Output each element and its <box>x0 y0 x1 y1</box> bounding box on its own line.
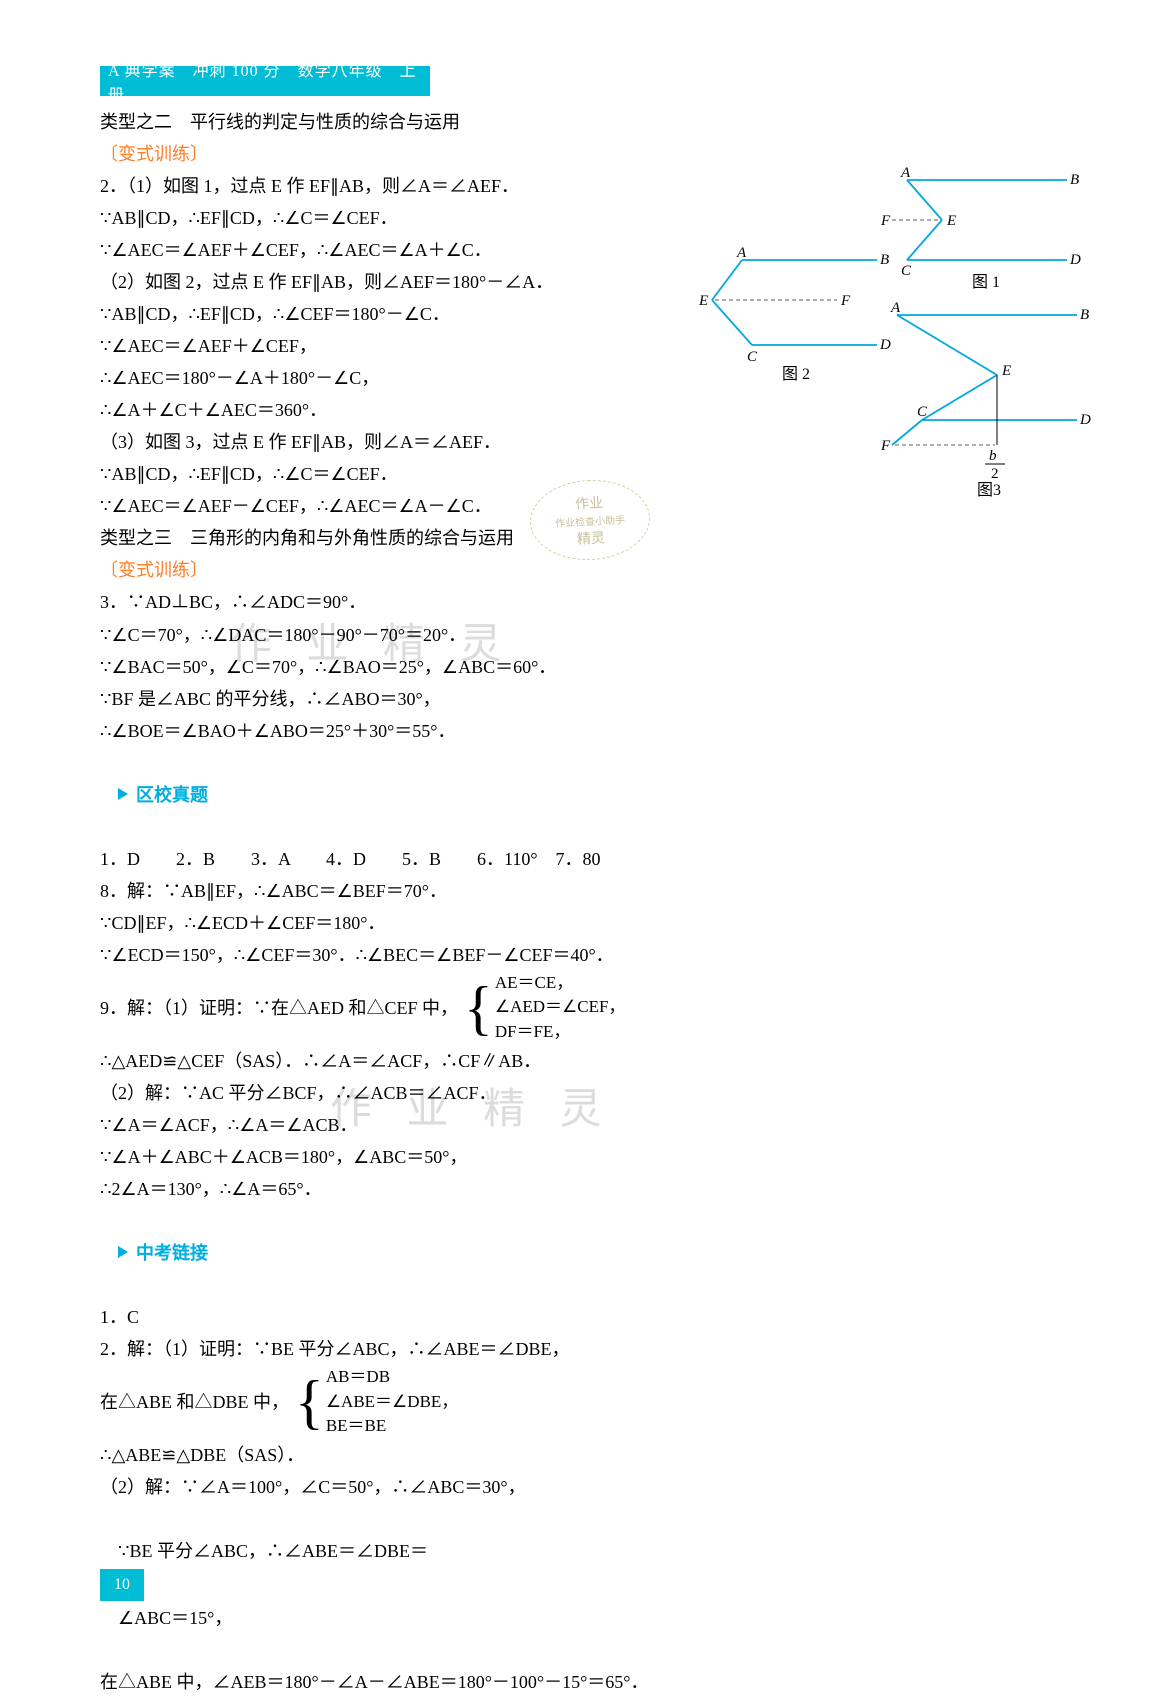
figure-1: A B F E C D 图 1 <box>877 165 1087 295</box>
section3-title: 类型之三 三角形的内角和与外角性质的综合与运用 <box>100 522 1060 554</box>
zk-q2a: 2．解：（1）证明：∵BE 平分∠ABC，∴∠ABE＝∠DBE， <box>100 1333 1060 1365</box>
section3-label: 〔变式训练〕 <box>100 554 1060 586</box>
left-brace-icon: { <box>295 1372 324 1432</box>
figure-2: A B E F C D 图 2 <box>697 245 897 385</box>
s3-l2: ∵∠BAC＝50°，∠C＝70°，∴∠BAO＝25°，∠ABC＝60°． <box>100 651 1060 683</box>
section3-body: 3．∵AD⊥BC，∴∠ADC＝90°． ∵∠C＝70°，∴∠DAC＝180°－9… <box>100 586 1060 746</box>
qx9-b1: ∠AED＝∠CEF， <box>495 995 626 1020</box>
qx9-a3: ∵∠A＋∠ABC＋∠ACB＝180°，∠ABC＝50°， <box>100 1141 1060 1173</box>
quxiao-row1: 1．D 2．B 3．A 4．D 5．B 6．110° 7．80 <box>100 843 1060 875</box>
f2-F: F <box>840 293 851 309</box>
zk-a3-post: ∠ABC＝15°， <box>118 1608 232 1628</box>
page-number: 10 <box>100 1569 144 1601</box>
qx9-a0: ∴△AED≌△CEF（SAS）．∴∠A＝∠ACF，∴CF∥AB． <box>100 1045 1060 1077</box>
zk-q2-intro: 在△ABE 和△DBE 中， <box>100 1386 289 1418</box>
quxiao-head: 区校真题 <box>136 785 208 805</box>
qx8-0: 8．解：∵AB∥EF，∴∠ABC＝∠BEF＝70°． <box>100 875 1060 907</box>
figure-3: A B E C D F b 2 图3 <box>877 300 1097 500</box>
f3-C: C <box>917 404 928 420</box>
arrow-icon <box>118 1246 128 1258</box>
zk-b0: AB＝DB <box>326 1365 458 1390</box>
s3-l3: ∵BF 是∠ABC 的平分线，∴∠ABO＝30°， <box>100 683 1060 715</box>
f2-B: B <box>880 252 889 268</box>
qx9-a4: ∴2∠A＝130°，∴∠A＝65°． <box>100 1173 1060 1205</box>
qx9-intro-row: 9．解：（1）证明：∵在△AED 和△CEF 中， { AE＝CE， ∠AED＝… <box>100 971 1060 1045</box>
s3-l1: ∵∠C＝70°，∴∠DAC＝180°－90°－70°＝20°． <box>100 619 1060 651</box>
f1-F: F <box>880 213 891 229</box>
qx9-b2: DF＝FE， <box>495 1020 626 1045</box>
qx9-brace: { AE＝CE， ∠AED＝∠CEF， DF＝FE， <box>464 971 625 1045</box>
f3-frac-b: 2 <box>991 466 999 482</box>
f2-C: C <box>747 349 758 365</box>
zk-q2-brace: { AB＝DB ∠ABE＝∠DBE， BE＝BE <box>295 1365 458 1439</box>
f1-A: A <box>900 165 911 181</box>
qx8-1: ∵CD∥EF，∴∠ECD＋∠CEF＝180°． <box>100 907 1060 939</box>
f3-B: B <box>1080 307 1089 323</box>
section2-title: 类型之二 平行线的判定与性质的综合与运用 <box>100 106 1060 138</box>
qx9-a2: ∵∠A＝∠ACF，∴∠A＝∠ACB． <box>100 1109 1060 1141</box>
f1-cap: 图 1 <box>972 274 1000 291</box>
header-text: A 典学案 冲刺 100 分 数学八年级 上册 <box>108 57 430 105</box>
arrow-icon <box>118 788 128 800</box>
zk-a3-pre: ∵BE 平分∠ABC，∴∠ABE＝∠DBE＝ <box>118 1541 428 1561</box>
s3-l4: ∴∠BOE＝∠BAO＋∠ABO＝25°＋30°＝55°． <box>100 715 1060 747</box>
zk-a3: ∵BE 平分∠ABC，∴∠ABE＝∠DBE＝ 12 ∠ABC＝15°， <box>100 1503 1060 1666</box>
f1-E: E <box>946 213 956 229</box>
zk-a2: （2）解：∵∠A＝100°，∠C＝50°，∴∠ABC＝30°， <box>100 1471 1060 1503</box>
f1-D: D <box>1069 252 1081 268</box>
zk-q2-brace-row: 在△ABE 和△DBE 中， { AB＝DB ∠ABE＝∠DBE， BE＝BE <box>100 1365 1060 1439</box>
f2-E: E <box>698 293 708 309</box>
qx8-2: ∵∠ECD＝150°，∴∠CEF＝30°．∴∠BEC＝∠BEF－∠CEF＝40°… <box>100 939 1060 971</box>
f3-frac-t: b <box>989 448 997 464</box>
f3-F: F <box>880 438 891 454</box>
zk-a1: ∴△ABE≌△DBE（SAS）． <box>100 1439 1060 1471</box>
f1-B: B <box>1070 172 1079 188</box>
diagrams-area: A B F E C D 图 1 A B E F C D 图 2 A B E C … <box>697 165 1087 505</box>
qx9-a1: （2）解：∵AC 平分∠BCF，∴∠ACB＝∠ACF． <box>100 1077 1060 1109</box>
zk-b2: BE＝BE <box>326 1414 458 1439</box>
zk-l1: 1．C <box>100 1301 1060 1333</box>
zhongkao-head-row: 中考链接 <box>100 1205 1060 1301</box>
qx9-intro: 9．解：（1）证明：∵在△AED 和△CEF 中， <box>100 992 458 1024</box>
zk-b1: ∠ABE＝∠DBE， <box>326 1390 458 1415</box>
left-brace-icon: { <box>464 978 493 1038</box>
page-number-text: 10 <box>114 1576 130 1594</box>
f2-cap: 图 2 <box>782 366 810 383</box>
quxiao-head-row: 区校真题 <box>100 747 1060 843</box>
f1-C: C <box>901 263 912 279</box>
s3-l0: 3．∵AD⊥BC，∴∠ADC＝90°． <box>100 586 1060 618</box>
f3-D: D <box>1079 412 1091 428</box>
f3-E: E <box>1001 363 1011 379</box>
header-band: A 典学案 冲刺 100 分 数学八年级 上册 <box>100 66 430 96</box>
f3-A: A <box>890 300 901 316</box>
zk-a4: 在△ABE 中，∠AEB＝180°－∠A－∠ABE＝180°－100°－15°＝… <box>100 1666 1060 1698</box>
qx9-b0: AE＝CE， <box>495 971 626 996</box>
zhongkao-head: 中考链接 <box>136 1243 208 1263</box>
f3-cap: 图3 <box>977 482 1001 499</box>
f2-A: A <box>736 245 747 261</box>
